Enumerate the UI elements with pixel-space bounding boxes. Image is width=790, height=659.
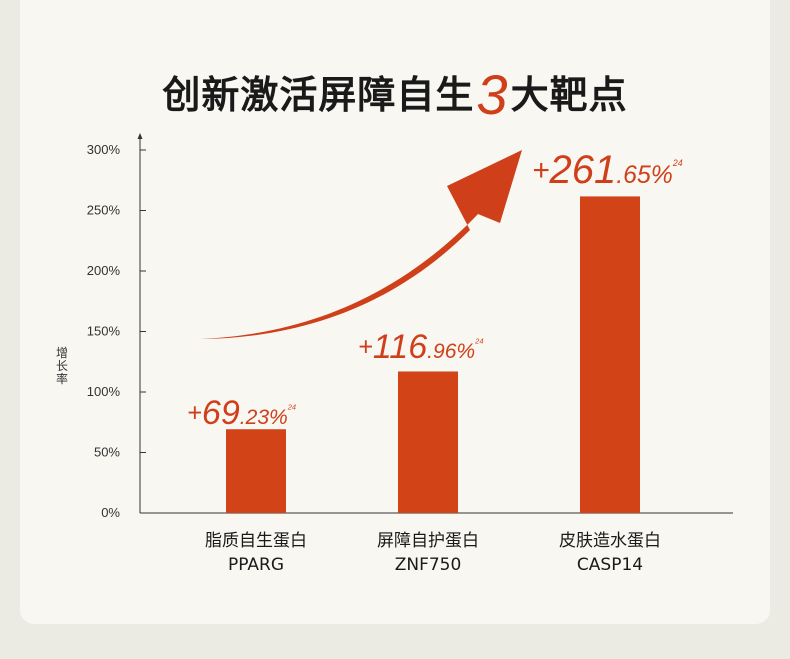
title-text-after: 大靶点 bbox=[510, 73, 628, 117]
y-tick-label: 300% bbox=[87, 142, 121, 157]
x-label-name-2: 屏障自护蛋白 bbox=[377, 531, 479, 551]
arrow-shape bbox=[200, 150, 522, 339]
x-label-code-2: ZNF750 bbox=[395, 555, 462, 575]
y-axis-label: 增长率 bbox=[56, 346, 68, 386]
y-tick-label: 100% bbox=[87, 384, 121, 399]
y-tick-label: 50% bbox=[94, 445, 120, 460]
y-tick-label: 250% bbox=[87, 203, 121, 218]
x-label-name-1: 脂质自生蛋白 bbox=[205, 531, 307, 551]
y-axis-ticks: 0% 50% 100% 150% 200% 250% 300% bbox=[87, 142, 146, 520]
page-title: 创新激活屏障自生3大靶点 bbox=[0, 62, 790, 127]
bars bbox=[226, 196, 640, 513]
bar-3 bbox=[580, 196, 640, 513]
y-tick-label: 200% bbox=[87, 263, 121, 278]
x-axis-labels: 脂质自生蛋白 PPARG 屏障自护蛋白 ZNF750 皮肤造水蛋白 CASP14 bbox=[205, 531, 661, 575]
bar-1 bbox=[226, 429, 286, 513]
x-label-name-3: 皮肤造水蛋白 bbox=[559, 531, 661, 551]
title-number: 3 bbox=[476, 63, 509, 126]
x-label-code-3: CASP14 bbox=[577, 555, 643, 575]
y-tick-label: 150% bbox=[87, 324, 121, 339]
data-labels: +69.23%24 +116.96%24 +261.65%24 bbox=[187, 148, 683, 432]
bar-2 bbox=[398, 371, 458, 513]
x-label-code-1: PPARG bbox=[228, 555, 284, 575]
data-label-1: +69.23%24 bbox=[187, 394, 296, 432]
data-label-2: +116.96%24 bbox=[358, 328, 483, 366]
title-text-before: 创新激活屏障自生 bbox=[162, 73, 475, 117]
y-axis-arrowhead bbox=[137, 133, 143, 139]
y-tick-label: 0% bbox=[101, 505, 120, 520]
chart-card bbox=[20, 0, 770, 624]
data-label-3: +261.65%24 bbox=[532, 148, 683, 192]
rising-arrow-icon bbox=[200, 150, 522, 339]
